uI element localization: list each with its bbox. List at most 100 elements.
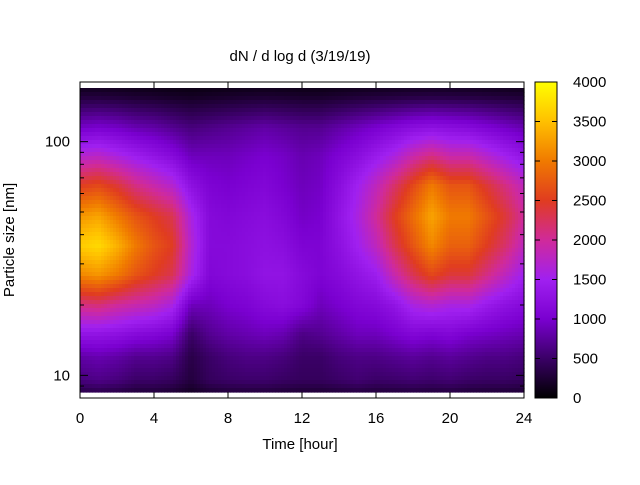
heatmap-cell — [395, 180, 399, 185]
heatmap-cell — [191, 108, 195, 113]
heatmap-cell — [332, 200, 336, 205]
heatmap-cell — [497, 156, 501, 161]
heatmap-cell — [236, 212, 240, 217]
heatmap-cell — [293, 220, 297, 225]
heatmap-cell — [494, 168, 498, 173]
heatmap-cell — [251, 100, 255, 105]
heatmap-cell — [329, 212, 333, 217]
heatmap-cell — [98, 148, 102, 153]
heatmap-cell — [434, 160, 438, 165]
heatmap-cell — [122, 120, 126, 125]
heatmap-cell — [461, 140, 465, 145]
heatmap-cell — [377, 164, 381, 169]
heatmap-cell — [158, 96, 162, 101]
heatmap-cell — [497, 164, 501, 169]
heatmap-cell — [299, 148, 303, 153]
heatmap-cell — [359, 168, 363, 173]
heatmap-cell — [503, 124, 507, 129]
heatmap-cell — [485, 132, 489, 137]
heatmap-cell — [140, 172, 144, 177]
heatmap-cell — [419, 108, 423, 113]
heatmap-cell — [494, 180, 498, 185]
heatmap-cell — [188, 116, 192, 121]
heatmap-cell — [512, 88, 516, 93]
heatmap-cell — [182, 176, 186, 181]
heatmap-cell — [146, 148, 150, 153]
heatmap-cell — [464, 104, 468, 109]
heatmap-cell — [203, 144, 207, 149]
heatmap-cell — [104, 188, 108, 193]
heatmap-cell — [386, 140, 390, 145]
heatmap-cell — [458, 152, 462, 157]
heatmap-cell — [374, 160, 378, 165]
heatmap-cell — [224, 204, 228, 209]
heatmap-cell — [194, 188, 198, 193]
heatmap-cell — [161, 124, 165, 129]
heatmap-cell — [368, 128, 372, 133]
heatmap-cell — [98, 160, 102, 165]
heatmap-cell — [314, 212, 318, 217]
heatmap-cell — [440, 208, 444, 213]
heatmap-cell — [404, 188, 408, 193]
heatmap-cell — [98, 164, 102, 169]
heatmap-cell — [167, 140, 171, 145]
heatmap-cell — [413, 100, 417, 105]
heatmap-cell — [284, 176, 288, 181]
heatmap-cell — [122, 144, 126, 149]
heatmap-cell — [275, 208, 279, 213]
heatmap-cell — [122, 220, 126, 225]
heatmap-cell — [98, 100, 102, 105]
heatmap-cell — [464, 112, 468, 117]
heatmap-cell — [383, 128, 387, 133]
heatmap-cell — [431, 192, 435, 197]
heatmap-cell — [422, 196, 426, 201]
heatmap-cell — [206, 136, 210, 141]
heatmap-cell — [251, 192, 255, 197]
heatmap-cell — [410, 144, 414, 149]
heatmap-cell — [104, 200, 108, 205]
heatmap-cell — [191, 136, 195, 141]
heatmap-cell — [146, 204, 150, 209]
heatmap-cell — [266, 172, 270, 177]
heatmap-cell — [446, 204, 450, 209]
heatmap-cell — [227, 152, 231, 157]
heatmap-cell — [230, 220, 234, 225]
heatmap-cell — [80, 200, 84, 205]
heatmap-cell — [278, 140, 282, 145]
heatmap-cell — [386, 100, 390, 105]
heatmap-cell — [464, 156, 468, 161]
heatmap-cell — [149, 144, 153, 149]
heatmap-cell — [137, 116, 141, 121]
heatmap-cell — [482, 164, 486, 169]
heatmap-cell — [218, 168, 222, 173]
heatmap-cell — [317, 168, 321, 173]
heatmap-cell — [305, 172, 309, 177]
heatmap-cell — [209, 172, 213, 177]
heatmap-cell — [404, 200, 408, 205]
heatmap-cell — [131, 144, 135, 149]
heatmap-cell — [476, 156, 480, 161]
heatmap-cell — [389, 180, 393, 185]
heatmap-cell — [350, 188, 354, 193]
heatmap-cell — [479, 92, 483, 97]
heatmap-cell — [188, 160, 192, 165]
heatmap-cell — [260, 148, 264, 153]
heatmap-cell — [509, 184, 513, 189]
heatmap-cell — [491, 192, 495, 197]
heatmap-cell — [119, 136, 123, 141]
heatmap-cell — [110, 216, 114, 221]
heatmap-cell — [176, 140, 180, 145]
heatmap-cell — [221, 176, 225, 181]
heatmap-cell — [233, 164, 237, 169]
heatmap-cell — [350, 144, 354, 149]
heatmap-cell — [263, 136, 267, 141]
heatmap-cell — [194, 156, 198, 161]
heatmap-cell — [182, 88, 186, 93]
heatmap-cell — [155, 192, 159, 197]
heatmap-cell — [404, 92, 408, 97]
heatmap-cell — [407, 168, 411, 173]
heatmap-cell — [479, 136, 483, 141]
heatmap-cell — [266, 88, 270, 93]
heatmap-cell — [512, 104, 516, 109]
heatmap-cell — [362, 208, 366, 213]
